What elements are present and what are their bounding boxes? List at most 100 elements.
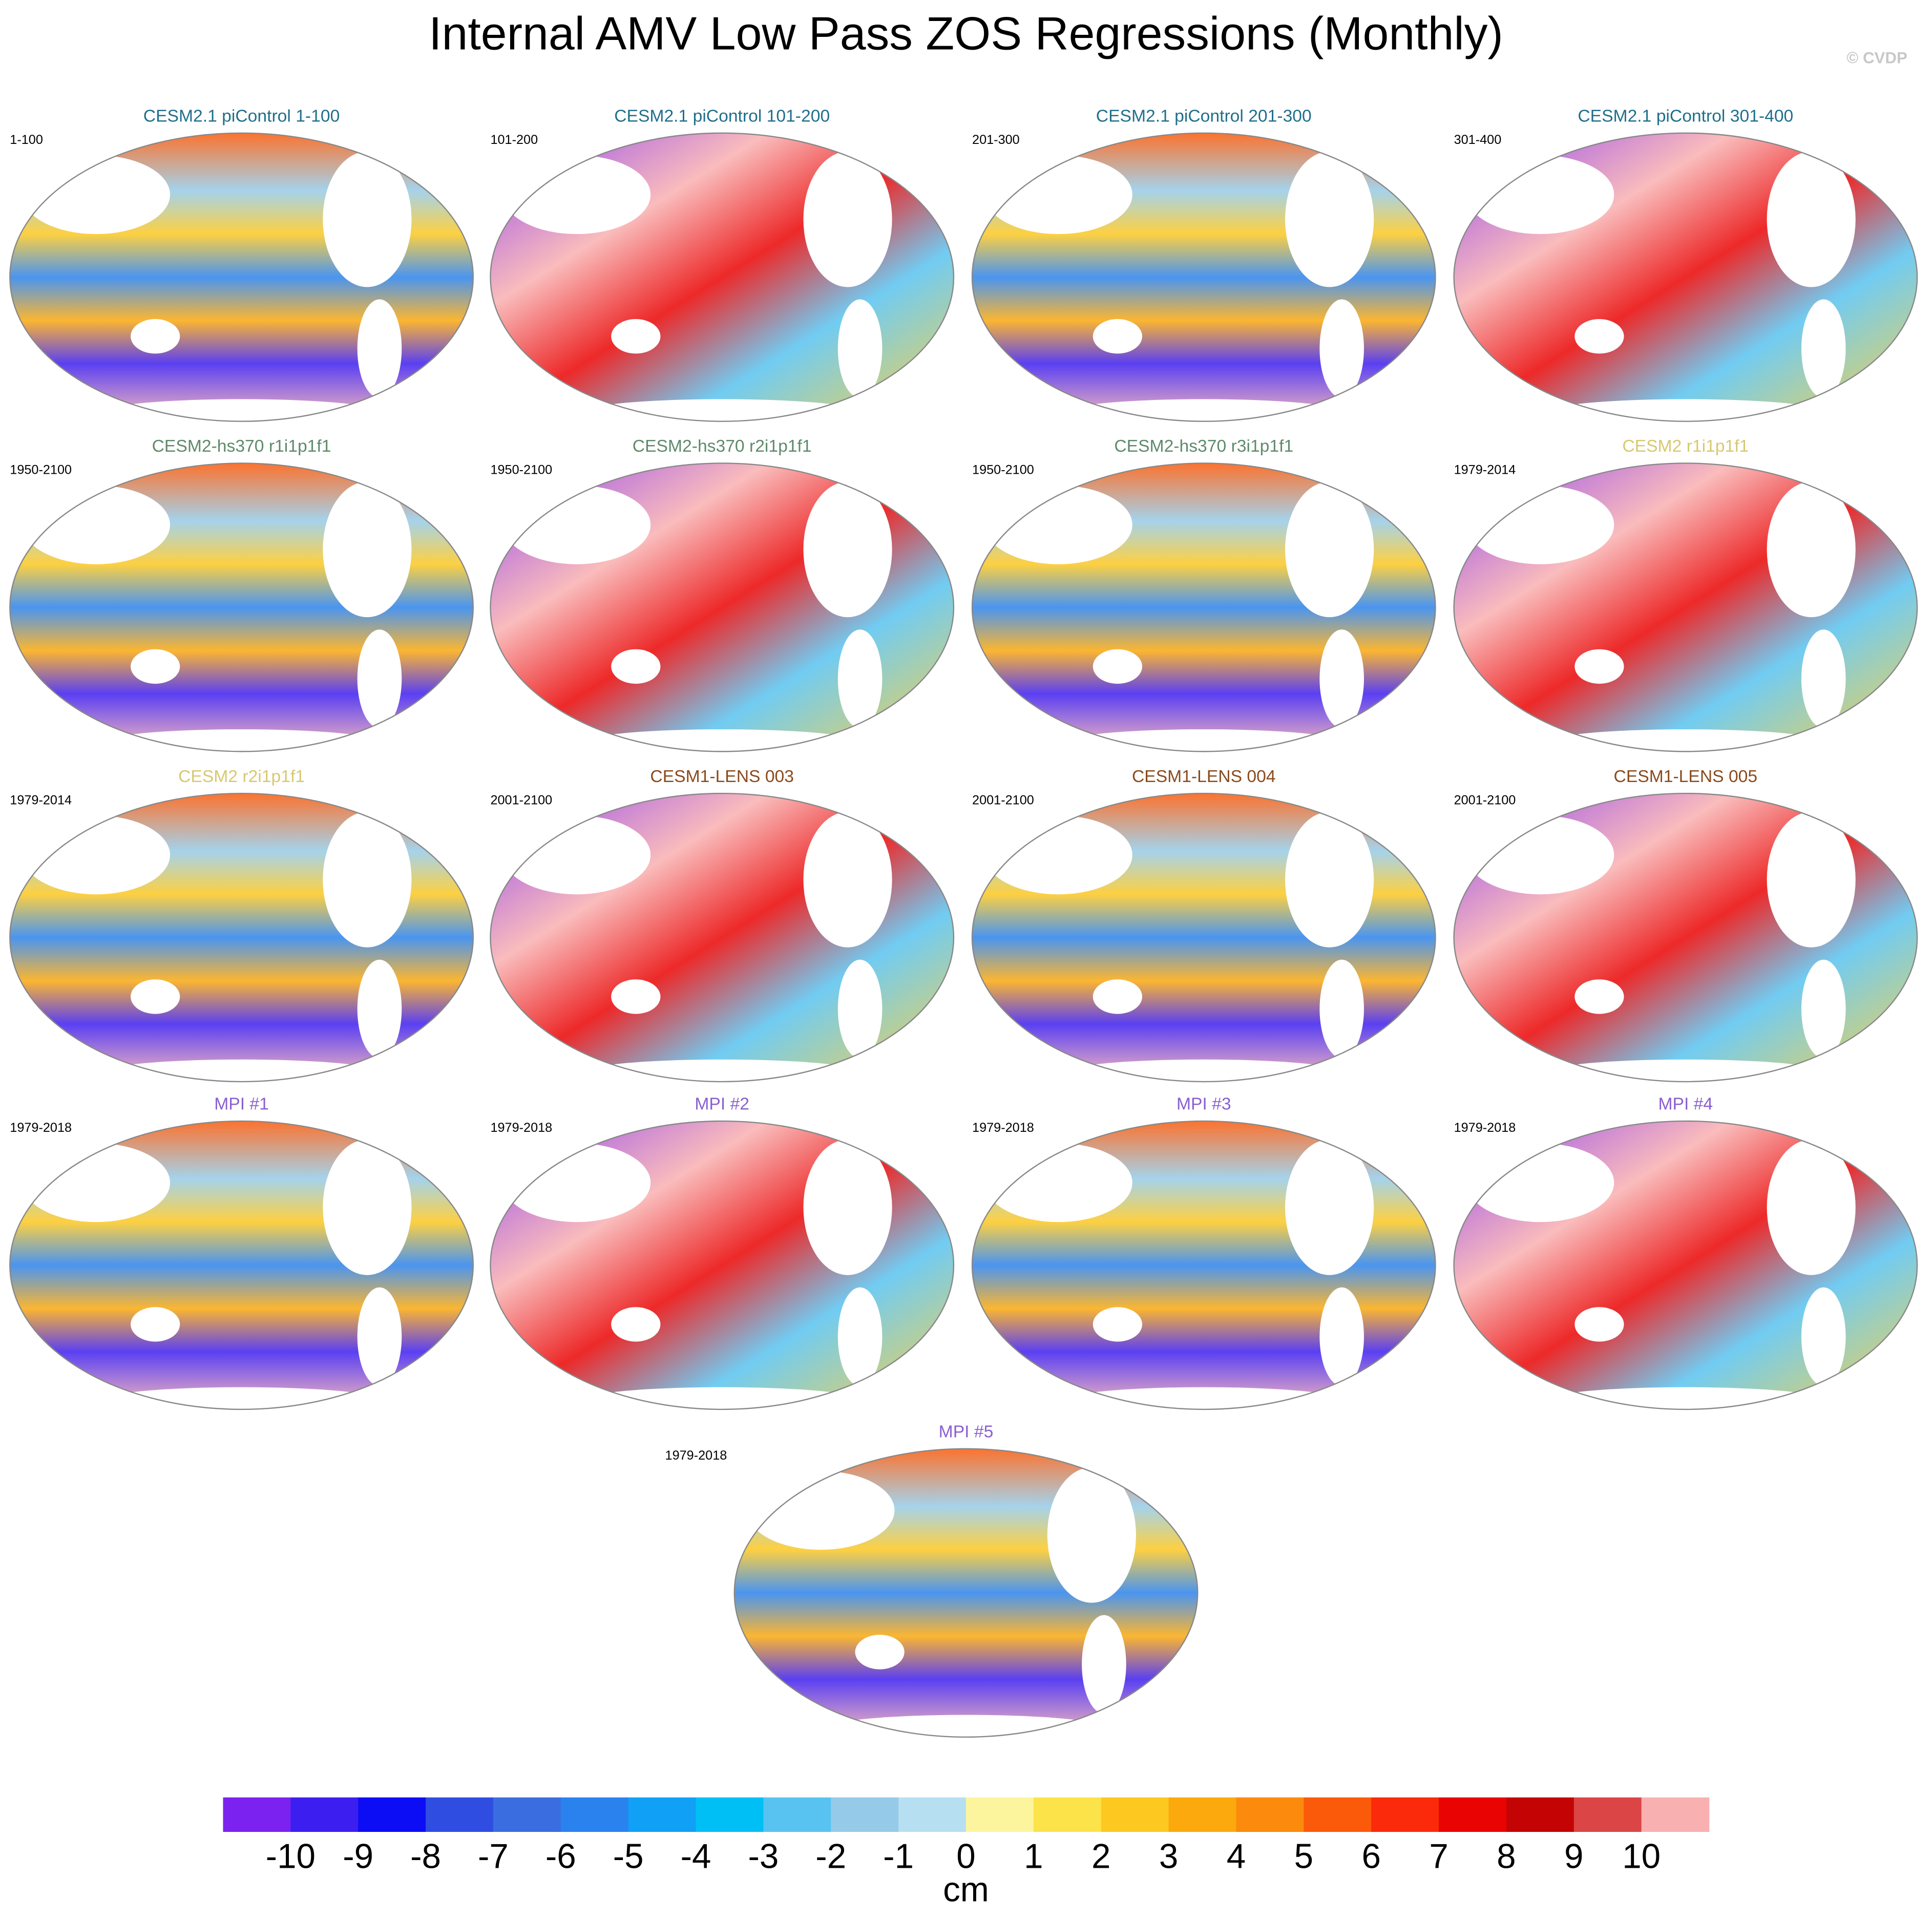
colorbar-box — [493, 1797, 561, 1832]
colorbar-tick-label: 8 — [1497, 1838, 1516, 1876]
land — [357, 629, 402, 728]
colorbar-tick-label: -10 — [266, 1838, 316, 1876]
land — [131, 1307, 180, 1342]
panel-period: 2001-2100 — [1454, 793, 1516, 807]
map-panel: CESM1-LENS 003 2001-2100 — [490, 767, 955, 1084]
land — [357, 1287, 402, 1386]
colorbar-box — [1371, 1797, 1439, 1832]
land — [837, 1287, 883, 1386]
panel-title: CESM2-hs370 r2i1p1f1 — [633, 437, 812, 456]
colorbar-tick-label: 7 — [1429, 1838, 1448, 1876]
map-border — [9, 1120, 474, 1410]
land — [984, 1143, 1132, 1222]
land — [611, 649, 661, 684]
map-border — [971, 792, 1436, 1083]
land — [586, 399, 858, 424]
colorbar-box — [1641, 1797, 1710, 1832]
colorbar-box — [763, 1797, 831, 1832]
panel-period: 1979-2014 — [1454, 463, 1516, 477]
map-panel: CESM2-hs370 r2i1p1f1 1950-2100 — [490, 437, 955, 754]
land — [586, 729, 858, 754]
land — [1285, 481, 1374, 618]
colorbar-tick-label: -2 — [815, 1838, 846, 1876]
panel-period: 1950-2100 — [972, 463, 1034, 477]
panel-period: 1979-2018 — [10, 1121, 72, 1135]
map-panel: MPI #5 1979-2018 — [665, 1423, 1199, 1740]
land — [586, 1059, 858, 1084]
land — [131, 649, 180, 684]
land — [1082, 1615, 1126, 1714]
colorbar-tick-label: 0 — [956, 1838, 975, 1876]
colorbar-box — [1236, 1797, 1305, 1832]
land — [1801, 1287, 1846, 1386]
colorbar-tick-label: -9 — [343, 1838, 373, 1876]
colorbar-tick-label: -1 — [883, 1838, 914, 1876]
panel-title: CESM2-hs370 r1i1p1f1 — [152, 437, 331, 456]
map-border — [1453, 462, 1918, 752]
land — [1550, 399, 1821, 424]
land — [803, 151, 892, 287]
colorbar-box — [1573, 1797, 1642, 1832]
map-border — [490, 1120, 955, 1410]
land — [803, 481, 892, 618]
panel-title: CESM2-hs370 r3i1p1f1 — [1114, 437, 1293, 456]
colorbar-box — [831, 1797, 899, 1832]
land — [22, 1143, 171, 1222]
colorbar-tick-label: -3 — [748, 1838, 779, 1876]
land — [1319, 299, 1364, 398]
land — [586, 1387, 858, 1412]
colorbar-tick-label: -5 — [613, 1838, 644, 1876]
map-border — [733, 1448, 1199, 1738]
land — [106, 399, 377, 424]
land — [1767, 481, 1856, 618]
land — [837, 629, 883, 728]
colorbar-box — [223, 1797, 291, 1832]
land — [984, 815, 1132, 895]
land — [984, 485, 1132, 564]
land — [746, 1471, 895, 1550]
colorbar-box — [1033, 1797, 1102, 1832]
panel-title: MPI #5 — [939, 1423, 994, 1442]
map-border — [490, 792, 955, 1083]
land — [131, 979, 180, 1014]
colorbar-tick-label: 3 — [1159, 1838, 1178, 1876]
panel-period: 1979-2018 — [972, 1121, 1034, 1135]
panel-period: 1950-2100 — [10, 463, 72, 477]
land — [106, 1387, 377, 1412]
land — [357, 959, 402, 1059]
map-border — [971, 462, 1436, 752]
panel-title: CESM2 r1i1p1f1 — [1622, 437, 1749, 456]
map-border — [9, 792, 474, 1083]
land — [611, 1307, 661, 1342]
land — [1767, 151, 1856, 287]
map-panel: MPI #1 1979-2018 — [9, 1095, 474, 1412]
chart-title: Internal AMV Low Pass ZOS Regressions (M… — [429, 7, 1503, 59]
panel-title: CESM2.1 piControl 201-300 — [1096, 107, 1312, 125]
panel-period: 301-400 — [1454, 133, 1502, 147]
map-border — [9, 462, 474, 752]
map-border — [490, 132, 955, 422]
colorbar-box — [426, 1797, 494, 1832]
land — [502, 1143, 651, 1222]
colorbar-box — [898, 1797, 967, 1832]
colorbar-box — [1168, 1797, 1237, 1832]
land — [1068, 399, 1339, 424]
colorbar-tick-label: 1 — [1024, 1838, 1043, 1876]
map-border — [971, 132, 1436, 422]
map-panel: CESM2 r1i1p1f1 1979-2014 — [1453, 437, 1918, 754]
land — [803, 1140, 892, 1275]
panel-period: 1979-2018 — [1454, 1121, 1516, 1135]
colorbar-box — [358, 1797, 426, 1832]
colorbar-tick-label: 2 — [1091, 1838, 1110, 1876]
map-panel: CESM2.1 piControl 1-100 1-100 — [9, 107, 474, 424]
land — [1574, 319, 1624, 354]
colorbar-box — [696, 1797, 764, 1832]
colorbar-tick-label: -7 — [478, 1838, 509, 1876]
land — [611, 319, 661, 354]
land — [1068, 729, 1339, 754]
land — [1550, 1387, 1821, 1412]
land — [1093, 319, 1142, 354]
